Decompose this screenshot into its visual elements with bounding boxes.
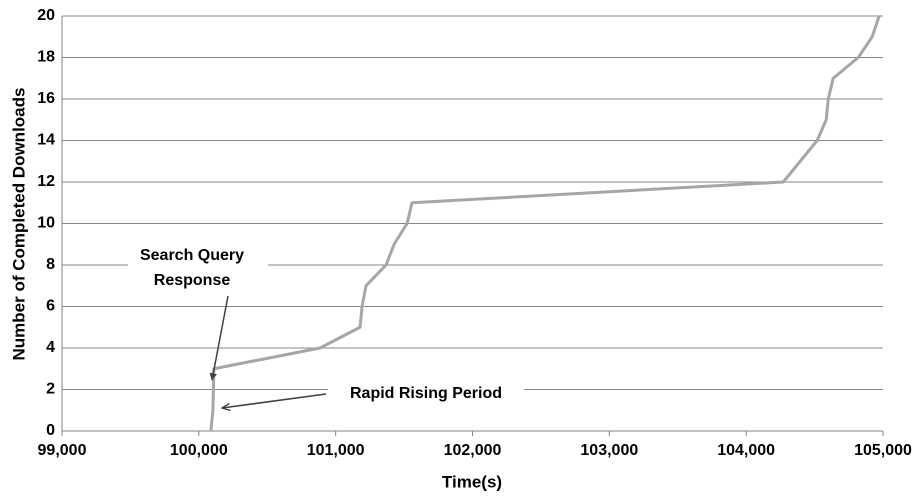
annotation-box (328, 381, 524, 407)
y-tick-label: 20 (37, 7, 55, 24)
y-tick-label: 0 (46, 422, 55, 439)
annotation-arrow (222, 393, 327, 408)
y-tick-label: 12 (37, 173, 55, 190)
x-tick-label: 101,000 (307, 442, 365, 459)
annotation-box (128, 241, 268, 291)
annotation-arrow (209, 295, 229, 381)
annotation: Rapid Rising Period (350, 385, 502, 402)
x-tick-label: 105,000 (854, 442, 912, 459)
y-tick-label: 4 (46, 339, 55, 356)
x-tick-label: 99,000 (38, 442, 87, 459)
x-tick-label: 103,000 (580, 442, 638, 459)
data-line (209, 15, 881, 432)
y-axis-label: Number of Completed Downloads (9, 88, 28, 361)
y-tick-label: 16 (37, 90, 55, 107)
y-tick-label: 18 (37, 49, 55, 66)
x-axis-label: Time(s) (442, 472, 502, 491)
y-tick-label: 10 (37, 215, 55, 232)
x-tick-label: 100,000 (170, 442, 228, 459)
y-tick-label: 8 (46, 256, 55, 273)
y-tick-label: 2 (46, 381, 55, 398)
x-tick-label: 104,000 (717, 442, 775, 459)
annotation: Search Query (140, 247, 244, 264)
y-tick-label: 6 (46, 298, 55, 315)
y-tick-label: 14 (37, 132, 55, 149)
x-tick-label: 102,000 (444, 442, 502, 459)
annotation: Response (154, 272, 231, 289)
